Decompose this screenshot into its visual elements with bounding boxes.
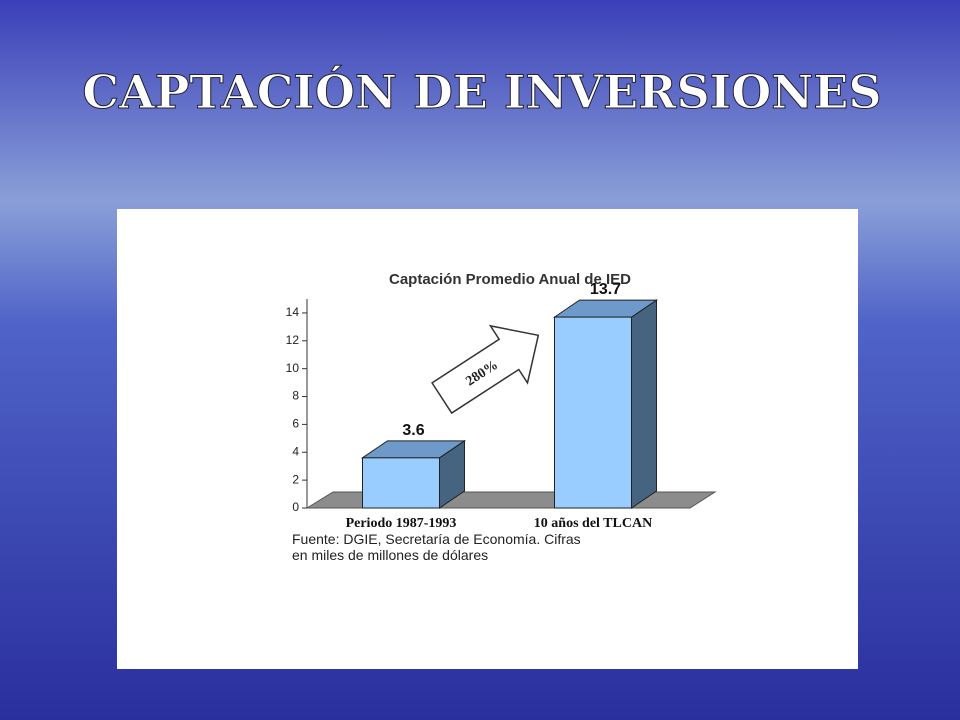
y-tick-label: 10 xyxy=(286,361,300,375)
y-tick-label: 12 xyxy=(286,333,300,347)
value-label: 3.6 xyxy=(402,422,424,439)
x-tick-label: 10 años del TLCAN xyxy=(534,516,652,531)
chart-panel xyxy=(117,209,858,669)
y-tick-label: 0 xyxy=(292,500,299,514)
y-tick-label: 14 xyxy=(286,305,300,319)
arrow-shape xyxy=(431,324,540,415)
chart-title: Captación Promedio Anual de IED xyxy=(389,271,631,288)
arrow: 280% xyxy=(431,324,540,415)
y-tick-label: 2 xyxy=(292,472,299,486)
value-label: 13.7 xyxy=(590,281,621,298)
y-tick-label: 4 xyxy=(292,444,299,458)
slide-title: CAPTACIÓN DE INVERSIONES xyxy=(82,64,881,119)
y-tick-label: 8 xyxy=(292,389,299,403)
source-note: Fuente: DGIE, Secretaría de Economía. Ci… xyxy=(292,531,581,547)
x-tick-label: Periodo 1987-1993 xyxy=(346,516,457,531)
y-tick-label: 6 xyxy=(292,417,299,431)
source-note: en miles de millones de dólares xyxy=(292,547,488,563)
bar-side xyxy=(631,299,657,509)
bar xyxy=(362,457,440,509)
bar xyxy=(554,316,632,509)
